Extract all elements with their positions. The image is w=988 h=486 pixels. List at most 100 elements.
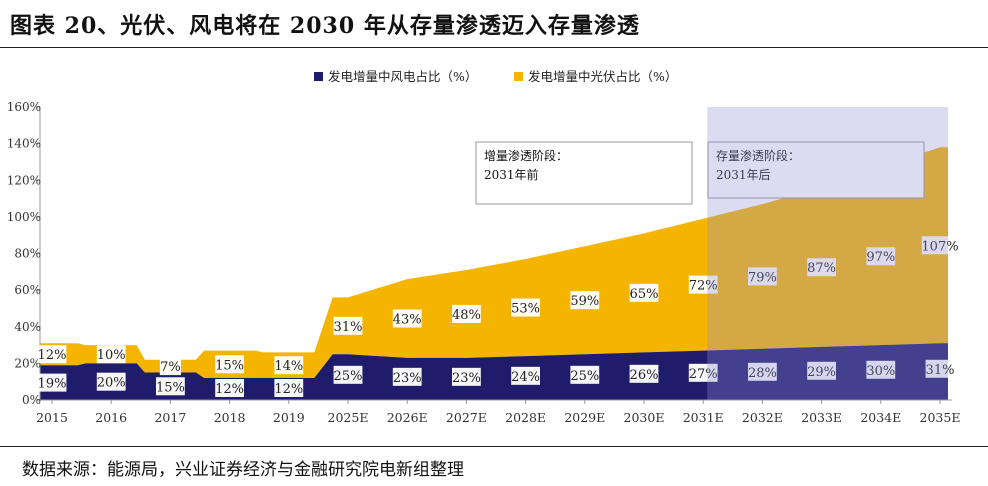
y-tick-label: 60% [14, 283, 41, 297]
solar-data-label: 97% [866, 250, 895, 265]
solar-data-label-box [511, 298, 540, 317]
solar-data-label-box [452, 304, 481, 323]
wind-data-label-box [688, 363, 718, 382]
x-tick-label: 2035E [920, 410, 961, 425]
x-tick-label: 2029E [564, 410, 605, 425]
solar-data-label: 59% [570, 294, 599, 309]
wind-data-label-box [511, 366, 540, 385]
x-tick-label: 2016 [95, 410, 127, 425]
area-layer [40, 147, 948, 400]
solar-data-label-box [392, 309, 422, 328]
wind-data-label: 12% [215, 382, 244, 397]
y-tick-label: 100% [7, 210, 41, 224]
solar-data-label-box [748, 267, 777, 286]
label-layer: 19% 20% 15% 12% 12% 25% 23% 23% 24% 25% 26% 27% 28% 2… [38, 236, 959, 397]
wind-data-label: 23% [452, 371, 481, 386]
legend-swatch [314, 72, 323, 81]
wind-data-label: 24% [511, 370, 540, 385]
wind-data-label-box [807, 361, 836, 380]
x-tick-label: 2032E [742, 410, 783, 425]
solar-data-label: 15% [215, 358, 244, 373]
wind-data-label-box [37, 373, 67, 392]
wind-data-label-box [629, 364, 659, 383]
y-tick-label: 120% [7, 173, 41, 187]
solar-data-label: 14% [274, 359, 303, 374]
wind-data-label-box [570, 365, 600, 384]
solar-data-label-box [921, 236, 959, 255]
wind-data-label-box [452, 367, 481, 386]
solar-data-label-box [37, 345, 67, 364]
wind-data-label: 30% [866, 364, 895, 379]
y-tick-label: 20% [14, 356, 41, 370]
x-tick-label: 2034E [860, 410, 901, 425]
annotation-layer: 增量渗透阶段： 2031年前 存量渗透阶段： 2031年后 [475, 141, 925, 205]
solar-data-label-box [866, 247, 896, 266]
x-tick-label: 2026E [387, 410, 428, 425]
x-tick-label: 2025E [328, 410, 369, 425]
x-tick-label: 2031E [683, 410, 724, 425]
title-rule [0, 47, 988, 48]
solar-data-label: 10% [97, 348, 126, 363]
legend-label: 发电增量中光伏占比（%） [528, 69, 677, 84]
solar-data-label-box [333, 316, 363, 335]
solar-data-label: 107% [921, 239, 958, 254]
wind-data-label-box [333, 365, 363, 384]
solar-data-label-box [570, 291, 600, 310]
wind-data-label: 19% [38, 377, 67, 392]
projection-shade [707, 107, 948, 400]
wind-data-label: 29% [807, 365, 836, 380]
wind-data-label-box [96, 372, 126, 391]
solar-data-label-box [96, 345, 126, 364]
legend-label: 发电增量中风电占比（%） [328, 69, 477, 84]
wind-data-label: 27% [689, 367, 718, 382]
solar-data-label-box [159, 357, 181, 376]
solar-data-label: 43% [393, 313, 422, 328]
wind-data-label: 25% [334, 369, 363, 384]
solar-data-label-box [807, 258, 836, 277]
wind-data-label-box [866, 360, 896, 379]
x-tick-label: 2028E [505, 410, 546, 425]
wind-data-label: 28% [748, 366, 777, 381]
legend-swatch [514, 72, 523, 81]
y-tick-label: 140% [7, 137, 41, 151]
x-tick-label: 2030E [624, 410, 665, 425]
wind-data-label: 12% [274, 382, 303, 397]
annotation-title: 存量渗透阶段： [716, 148, 800, 163]
x-tick-label: 2027E [446, 410, 487, 425]
wind-data-label-box [925, 359, 955, 378]
y-tick-label: 0% [22, 393, 41, 407]
wind-data-label-box [748, 362, 777, 381]
y-tick-label: 160% [7, 100, 41, 114]
source-rule [0, 446, 988, 447]
wind-data-label: 31% [926, 363, 955, 378]
wind-data-label: 26% [630, 368, 659, 383]
wind-data-label: 15% [156, 380, 185, 395]
wind-area [40, 343, 948, 400]
solar-data-label: 87% [807, 261, 836, 276]
stacked-area-chart: 0% 20% 40% 60% 80% 100% 120% 140% 160% 2015 2016 20… [7, 69, 961, 425]
wind-data-label-box [392, 367, 422, 386]
annotation-title: 增量渗透阶段： [484, 148, 568, 163]
annotation-period: 2031年前 [484, 167, 539, 182]
solar-data-label: 72% [689, 279, 718, 294]
wind-data-label-box [156, 377, 185, 396]
source-note: 数据来源：能源局，兴业证券经济与金融研究院电新组整理 [22, 460, 464, 480]
wind-data-label-box [215, 379, 244, 397]
solar-data-label: 7% [160, 360, 181, 375]
y-tick-label: 40% [14, 320, 41, 334]
solar-data-label-box [629, 283, 659, 302]
wind-data-label: 25% [570, 369, 599, 384]
solar-data-label: 79% [748, 270, 777, 285]
solar-data-label-box [215, 355, 244, 374]
solar-area [40, 147, 948, 378]
solar-data-label-box [274, 356, 304, 375]
axis-layer: 0% 20% 40% 60% 80% 100% 120% 140% 160% 2015 2016 20… [7, 100, 961, 425]
y-tick-label: 80% [14, 247, 41, 261]
annotation-box [707, 141, 925, 199]
x-tick-label: 2018 [214, 410, 246, 425]
solar-data-label: 12% [38, 348, 67, 363]
x-tick-label: 2019 [273, 410, 305, 425]
annotation-period: 2031年后 [716, 168, 771, 182]
wind-data-label: 20% [97, 376, 126, 391]
x-tick-label: 2017 [154, 410, 186, 425]
